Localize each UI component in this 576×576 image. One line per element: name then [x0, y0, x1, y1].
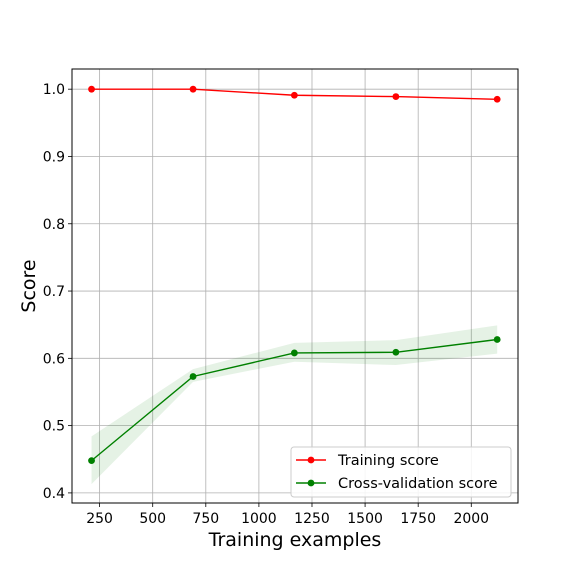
grid-lines [72, 69, 518, 503]
y-tick-label: 0.5 [43, 419, 65, 435]
legend-marker [307, 479, 315, 487]
data-point [88, 85, 95, 93]
x-tick-label: 750 [192, 511, 219, 527]
legend-entry: Cross-validation score [338, 476, 498, 492]
legend: Training score Cross-validation score [290, 446, 512, 498]
legend-marker [307, 456, 315, 464]
data-point [189, 373, 197, 380]
confidence-bands [91, 89, 498, 485]
legend-entry: Training score [337, 453, 439, 469]
y-tick-label: 0.8 [43, 217, 65, 233]
x-tick-label: 1000 [241, 511, 277, 527]
confidence-band-series-2 [91, 325, 498, 485]
y-axis-label: Score [18, 259, 40, 312]
x-axis-label: Training examples [208, 529, 382, 551]
x-axis-ticks: 250 500 750 1000 1250 1500 1750 2000 [86, 503, 489, 527]
x-tick-label: 500 [139, 511, 166, 527]
y-axis-ticks: 0.4 0.5 0.6 0.7 0.8 0.9 1.0 [43, 82, 72, 502]
data-point [189, 85, 197, 93]
y-tick-label: 0.4 [43, 486, 65, 502]
y-tick-label: 0.7 [43, 284, 65, 300]
data-point [493, 95, 501, 103]
data-point [290, 349, 298, 357]
data-point [88, 457, 95, 465]
y-tick-label: 0.9 [43, 149, 65, 165]
y-tick-label: 0.6 [43, 351, 65, 367]
series-points [88, 85, 501, 465]
x-tick-label: 1750 [400, 511, 436, 527]
x-tick-label: 1250 [294, 511, 330, 527]
legend-box [290, 446, 512, 498]
data-point [493, 336, 501, 343]
y-tick-label: 1.0 [43, 82, 65, 98]
data-point [290, 91, 298, 99]
x-tick-label: 1500 [347, 511, 383, 527]
x-tick-label: 2000 [453, 511, 489, 527]
data-point [392, 93, 400, 100]
x-tick-label: 250 [86, 511, 113, 527]
plot-area-frame [71, 68, 519, 504]
data-point [392, 348, 400, 356]
